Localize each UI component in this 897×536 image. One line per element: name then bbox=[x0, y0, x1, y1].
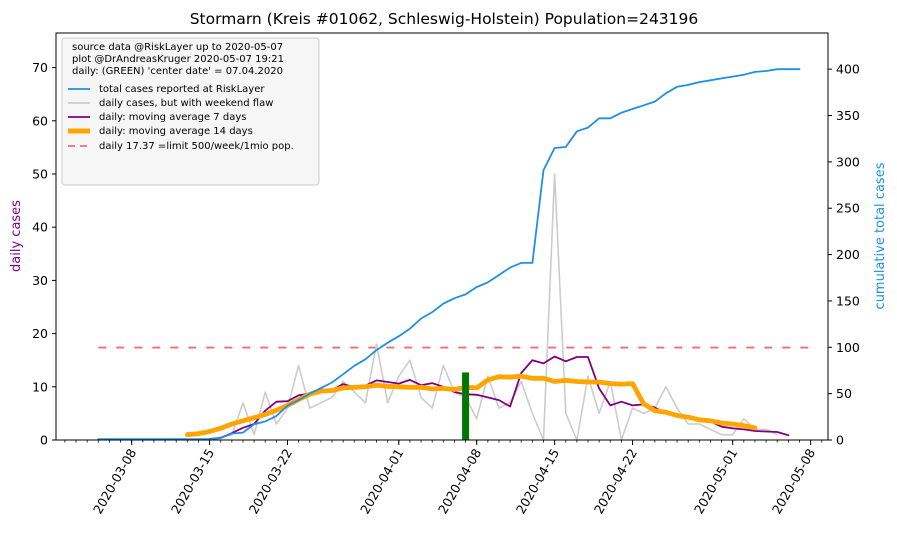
left-tick-label: 60 bbox=[32, 113, 48, 128]
x-tick-label: 2020-04-08 bbox=[435, 446, 484, 516]
left-tick-label: 0 bbox=[40, 433, 48, 448]
chart-title: Stormarn (Kreis #01062, Schleswig-Holste… bbox=[190, 10, 699, 28]
x-tick-label: 2020-03-08 bbox=[90, 446, 139, 516]
x-tick-label: 2020-03-15 bbox=[168, 446, 217, 516]
right-tick-label: 250 bbox=[836, 201, 860, 216]
x-tick-label: 2020-04-22 bbox=[591, 446, 640, 516]
x-tick-label: 2020-04-01 bbox=[357, 446, 406, 516]
legend-entry-limit: daily 17.37 =limit 500/week/1mio pop. bbox=[99, 141, 294, 152]
x-tick-label: 2020-04-15 bbox=[513, 446, 562, 516]
right-axis: 0 50 100 150 200 250 300 350 400 bbox=[828, 62, 860, 448]
left-tick-label: 70 bbox=[32, 60, 48, 75]
right-tick-label: 50 bbox=[836, 386, 852, 401]
left-tick-label: 10 bbox=[32, 379, 48, 394]
left-tick-label: 40 bbox=[32, 220, 48, 235]
left-tick-label: 30 bbox=[32, 273, 48, 288]
legend-info-line: source data @RiskLayer up to 2020-05-07 bbox=[72, 42, 283, 53]
x-tick-label: 2020-03-22 bbox=[246, 446, 295, 516]
series-total-cases bbox=[97, 68, 801, 441]
legend-box bbox=[61, 37, 320, 186]
left-tick-label: 50 bbox=[32, 166, 48, 181]
x-tick-label: 2020-05-08 bbox=[769, 446, 818, 516]
center-date-bar bbox=[462, 372, 470, 440]
series-moving-average-7 bbox=[208, 355, 790, 440]
series-moving-average-14 bbox=[184, 373, 758, 438]
right-tick-label: 150 bbox=[836, 293, 860, 308]
x-axis: 2020-03-08 2020-03-15 2020-03-22 2020-04-01… bbox=[64, 440, 823, 516]
legend-entry-ma14: daily: moving average 14 days bbox=[99, 126, 253, 137]
left-axis: 0 10 20 30 40 50 60 70 bbox=[32, 60, 56, 448]
x-tick-label: 2020-05-01 bbox=[691, 446, 740, 516]
plot-frame bbox=[55, 32, 829, 441]
legend-info-line: plot @DrAndreasKruger 2020-05-07 19:21 bbox=[72, 54, 284, 65]
plot-content bbox=[97, 68, 811, 441]
right-tick-label: 300 bbox=[836, 154, 860, 169]
right-tick-label: 100 bbox=[836, 340, 860, 355]
left-tick-label: 20 bbox=[32, 326, 48, 341]
right-tick-label: 200 bbox=[836, 247, 860, 262]
right-tick-label: 350 bbox=[836, 108, 860, 123]
right-tick-label: 0 bbox=[836, 433, 844, 448]
right-tick-label: 400 bbox=[836, 62, 860, 77]
legend-entry-daily: daily cases, but with weekend flaw bbox=[99, 98, 273, 109]
legend: source data @RiskLayer up to 2020-05-07 … bbox=[61, 37, 320, 186]
legend-entry-total: total cases reported at RiskLayer bbox=[99, 84, 265, 95]
y-axis-label-left: daily cases bbox=[9, 200, 24, 272]
legend-entry-ma7: daily: moving average 7 days bbox=[99, 112, 246, 123]
y-axis-label-right: cumulative total cases bbox=[873, 162, 888, 309]
legend-info-line: daily: (GREEN) 'center date' = 07.04.202… bbox=[72, 66, 283, 77]
